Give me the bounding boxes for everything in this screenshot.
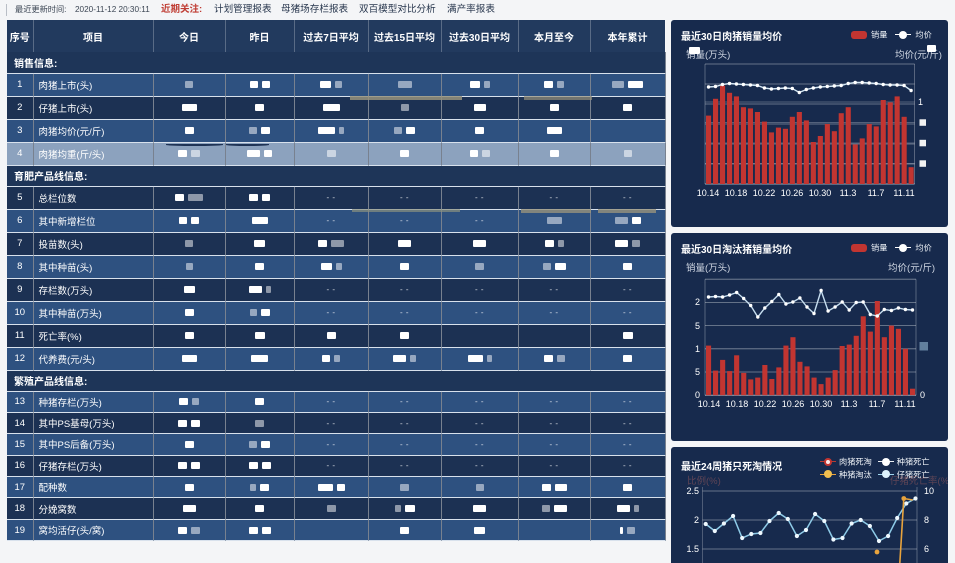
svg-text:0: 0 xyxy=(695,390,700,400)
svg-text:10.18: 10.18 xyxy=(726,399,749,409)
svg-text:1.5: 1.5 xyxy=(686,544,699,554)
svg-text:11.3: 11.3 xyxy=(841,399,858,409)
svg-text:10.22: 10.22 xyxy=(754,399,777,409)
svg-text:10.22: 10.22 xyxy=(753,188,776,198)
svg-text:2: 2 xyxy=(695,297,700,307)
svg-text:1: 1 xyxy=(695,344,700,354)
svg-text:10.30: 10.30 xyxy=(809,188,832,198)
svg-text:5: 5 xyxy=(695,321,700,331)
svg-text:11.11: 11.11 xyxy=(893,188,914,198)
svg-text:10.30: 10.30 xyxy=(810,399,833,409)
svg-text:10.14: 10.14 xyxy=(697,188,720,198)
svg-text:2: 2 xyxy=(694,515,699,525)
svg-text:10.26: 10.26 xyxy=(781,188,804,198)
svg-text:11.7: 11.7 xyxy=(869,399,886,409)
svg-text:10: 10 xyxy=(924,486,934,496)
svg-text:11.7: 11.7 xyxy=(868,188,885,198)
svg-text:11.11: 11.11 xyxy=(894,399,915,409)
svg-text:2.5: 2.5 xyxy=(686,486,699,496)
svg-text:10.26: 10.26 xyxy=(782,399,805,409)
svg-text:0: 0 xyxy=(920,390,925,400)
svg-text:11.3: 11.3 xyxy=(840,188,857,198)
svg-text:10.18: 10.18 xyxy=(725,188,748,198)
svg-text:1: 1 xyxy=(918,97,923,107)
svg-text:6: 6 xyxy=(924,544,929,554)
svg-text:10.14: 10.14 xyxy=(698,399,721,409)
svg-text:5: 5 xyxy=(695,367,700,377)
svg-text:8: 8 xyxy=(924,515,929,525)
